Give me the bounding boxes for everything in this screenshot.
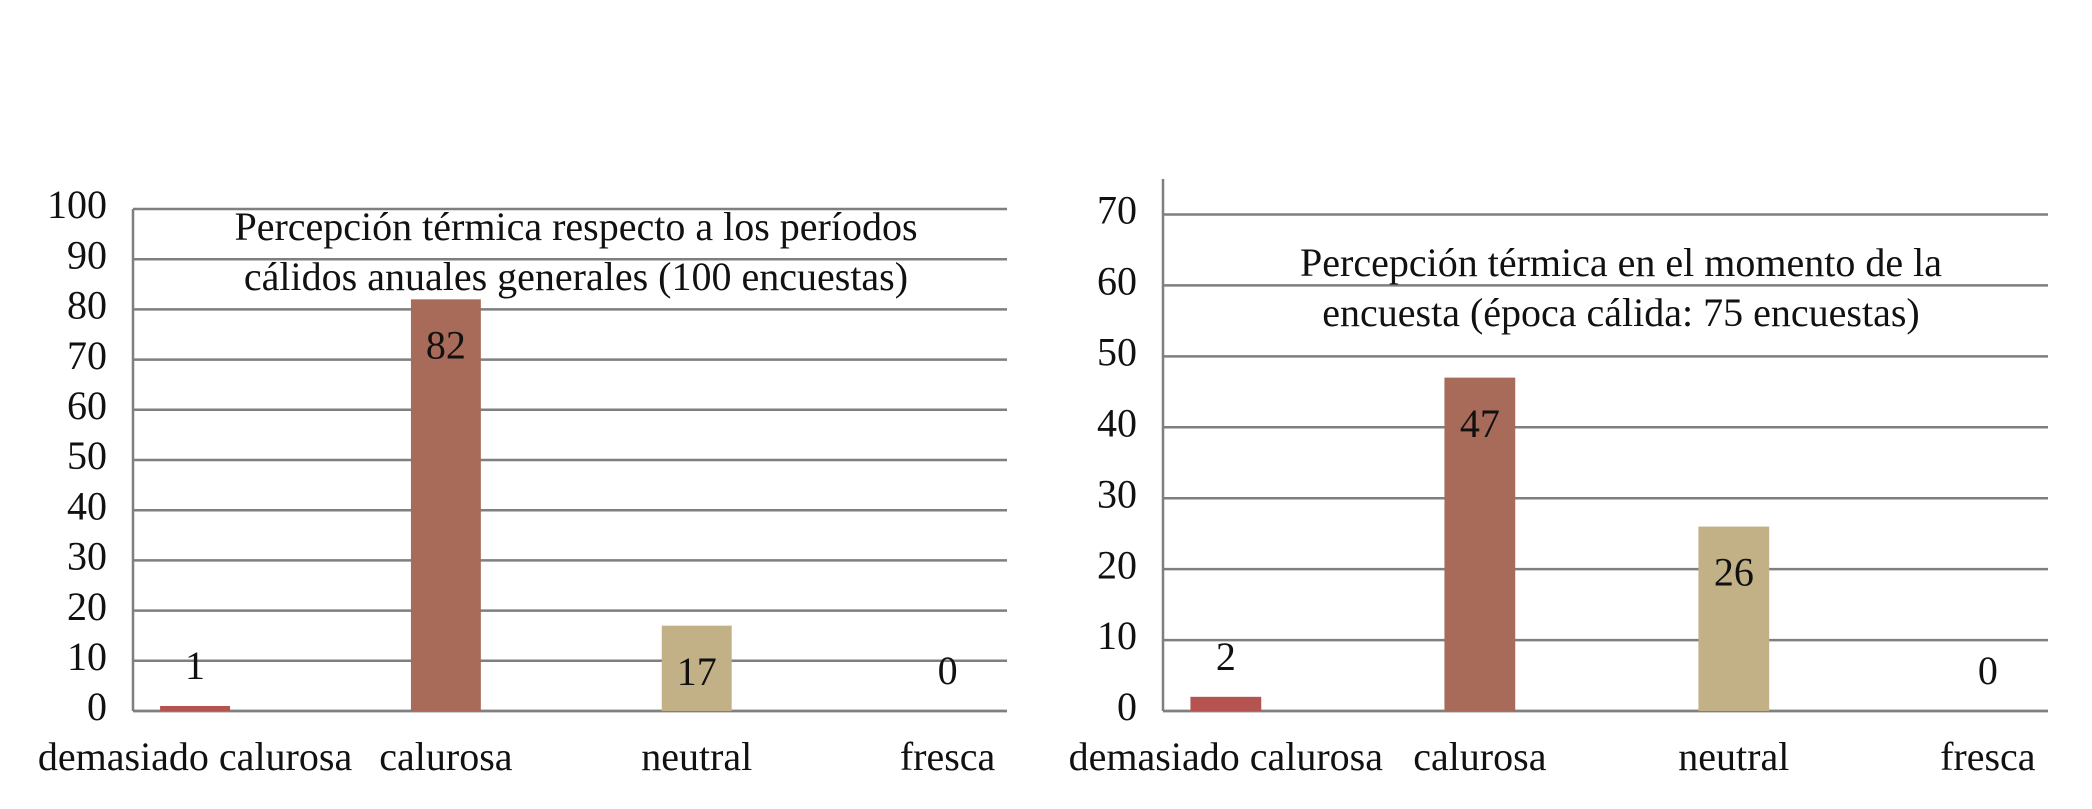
y-tick-label: 80 bbox=[67, 283, 107, 328]
x-tick-label: demasiado calurosa bbox=[38, 734, 353, 779]
bar bbox=[1698, 526, 1770, 711]
y-tick-label: 0 bbox=[87, 684, 107, 729]
chart-title: cálidos anuales generales (100 encuestas… bbox=[244, 254, 908, 299]
y-tick-label: 90 bbox=[67, 232, 107, 277]
y-tick-label: 10 bbox=[1097, 613, 1137, 658]
y-tick-label: 70 bbox=[67, 333, 107, 378]
y-tick-label: 20 bbox=[67, 584, 107, 629]
y-tick-label: 20 bbox=[1097, 542, 1137, 587]
y-tick-label: 70 bbox=[1097, 188, 1137, 233]
y-tick-label: 40 bbox=[67, 483, 107, 528]
bar bbox=[1444, 377, 1516, 711]
y-tick-label: 30 bbox=[1097, 471, 1137, 516]
x-tick-label: calurosa bbox=[1413, 734, 1547, 779]
y-tick-label: 60 bbox=[67, 383, 107, 428]
data-label: 1 bbox=[185, 643, 205, 688]
chart-title: Percepción térmica respecto a los períod… bbox=[234, 204, 917, 249]
x-tick-label: calurosa bbox=[379, 734, 513, 779]
data-label: 17 bbox=[677, 649, 717, 694]
chart-title: Percepción térmica en el momento de la bbox=[1300, 240, 1942, 285]
x-tick-label: neutral bbox=[1678, 734, 1789, 779]
y-tick-label: 100 bbox=[47, 182, 107, 227]
y-tick-label: 40 bbox=[1097, 400, 1137, 445]
x-tick-label: demasiado calurosa bbox=[1069, 734, 1384, 779]
data-label: 47 bbox=[1460, 401, 1500, 446]
data-label: 0 bbox=[1978, 648, 1998, 693]
y-tick-label: 30 bbox=[67, 534, 107, 579]
bar bbox=[1190, 696, 1262, 711]
y-tick-label: 0 bbox=[1117, 684, 1137, 729]
data-label: 26 bbox=[1714, 550, 1754, 595]
bar bbox=[160, 705, 231, 711]
data-label: 2 bbox=[1216, 634, 1236, 679]
bar bbox=[410, 299, 481, 711]
bar bbox=[661, 625, 732, 711]
y-tick-label: 60 bbox=[1097, 259, 1137, 304]
y-tick-label: 50 bbox=[67, 433, 107, 478]
data-label: 82 bbox=[426, 323, 466, 368]
x-tick-label: neutral bbox=[641, 734, 752, 779]
x-tick-label: fresca bbox=[900, 734, 996, 779]
y-tick-label: 10 bbox=[67, 634, 107, 679]
chart-title: encuesta (época cálida: 75 encuestas) bbox=[1322, 290, 1919, 335]
y-tick-label: 50 bbox=[1097, 330, 1137, 375]
data-label: 0 bbox=[938, 648, 958, 693]
x-tick-label: fresca bbox=[1940, 734, 2036, 779]
